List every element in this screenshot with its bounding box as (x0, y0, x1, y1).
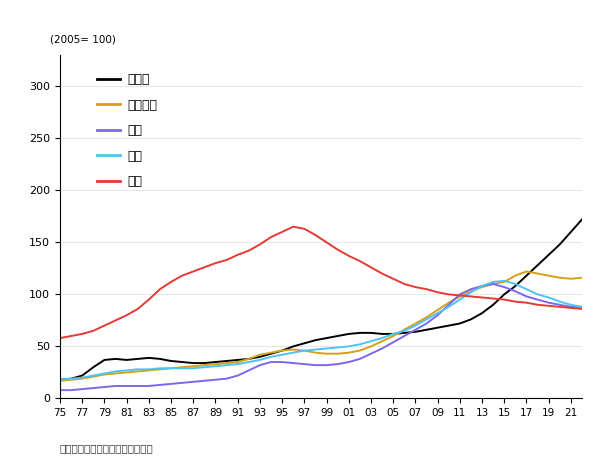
フランス (223, 360, 230, 366)
Legend: カナダ, フランス, 英国, 米国, 日本: カナダ, フランス, 英国, 米国, 日本 (92, 68, 163, 193)
Line: フランス: フランス (60, 242, 600, 381)
フランス (79, 376, 86, 382)
カナダ (56, 377, 64, 382)
英国 (212, 377, 219, 382)
日本 (534, 302, 541, 307)
日本 (56, 335, 64, 341)
カナダ (401, 330, 408, 336)
Text: 図表 3: 各国実質住宅価格推移: 図表 3: 各国実質住宅価格推移 (11, 15, 172, 33)
フランス (56, 378, 64, 383)
カナダ (434, 325, 441, 330)
フランス (323, 351, 330, 356)
米国 (212, 364, 219, 369)
フランス (490, 281, 497, 287)
フランス (478, 284, 485, 290)
Text: 出所：ダラス連銀、武者リサーチ: 出所：ダラス連銀、武者リサーチ (60, 443, 154, 453)
米国 (523, 286, 530, 292)
日本 (79, 331, 86, 337)
英国 (201, 378, 208, 383)
米国 (56, 377, 64, 382)
米国 (201, 365, 208, 370)
英国 (56, 387, 64, 393)
Line: 英国: 英国 (60, 222, 600, 390)
カナダ (523, 273, 530, 278)
英国 (590, 302, 597, 307)
米国 (478, 284, 485, 289)
英国 (523, 294, 530, 299)
Line: カナダ: カナダ (60, 76, 600, 380)
日本 (123, 312, 130, 318)
Line: 米国: 米国 (60, 234, 600, 380)
日本 (223, 257, 230, 263)
英国 (478, 284, 485, 289)
Text: (2005= 100): (2005= 100) (50, 35, 115, 45)
カナダ (456, 321, 463, 326)
日本 (157, 286, 164, 292)
日本 (401, 281, 408, 287)
日本 (290, 224, 297, 229)
フランス (90, 374, 97, 379)
Line: 日本: 日本 (60, 227, 600, 338)
米国 (590, 305, 597, 311)
カナダ (68, 376, 75, 382)
カナダ (278, 348, 286, 353)
